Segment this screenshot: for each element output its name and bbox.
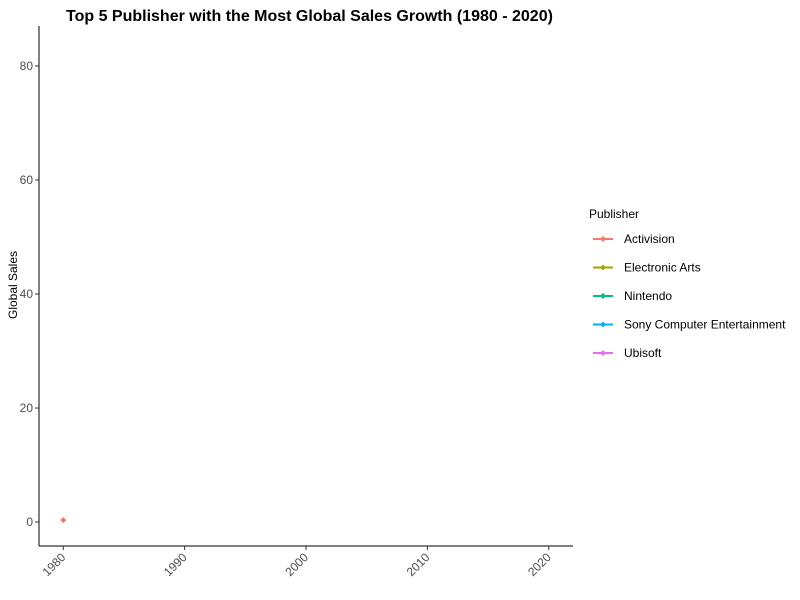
legend-title: Publisher <box>589 207 639 221</box>
legend-label: Ubisoft <box>624 346 662 360</box>
legend-label: Activision <box>624 232 675 246</box>
y-tick-label: 20 <box>20 401 34 415</box>
legend-key-marker <box>600 321 606 328</box>
x-tick-label: 1980 <box>40 550 69 579</box>
y-tick-label: 80 <box>20 59 34 73</box>
y-tick-label: 0 <box>26 515 33 529</box>
legend-key-marker <box>600 293 606 299</box>
x-tick-label: 2010 <box>404 550 433 579</box>
legend-item: Electronic Arts <box>593 261 701 275</box>
data-point <box>60 517 67 524</box>
chart-title: Top 5 Publisher with the Most Global Sal… <box>66 8 553 25</box>
legend-item: Sony Computer Entertainment <box>593 318 786 332</box>
y-tick-label: 40 <box>20 287 34 301</box>
legend-key-marker <box>600 236 606 242</box>
legend-key-marker <box>600 264 606 271</box>
x-tick-label: 2000 <box>282 550 311 579</box>
x-tick-label: 2020 <box>525 550 554 579</box>
y-axis-title: Global Sales <box>6 251 20 319</box>
legend-label: Electronic Arts <box>624 261 701 275</box>
legend-label: Sony Computer Entertainment <box>624 318 786 332</box>
legend-item: Nintendo <box>593 289 672 303</box>
legend: Publisher Activision Electronic Arts Ninte… <box>589 207 786 360</box>
legend-item: Ubisoft <box>593 346 662 360</box>
legend-item: Activision <box>593 232 675 246</box>
y-tick-label: 60 <box>20 173 34 187</box>
x-tick-label: 1990 <box>161 550 190 579</box>
data-marks <box>60 517 67 524</box>
legend-label: Nintendo <box>624 289 672 303</box>
axes: 0 20 40 60 80 1980 1990 2000 2010 2020 <box>20 26 573 579</box>
legend-key-marker <box>600 350 606 356</box>
